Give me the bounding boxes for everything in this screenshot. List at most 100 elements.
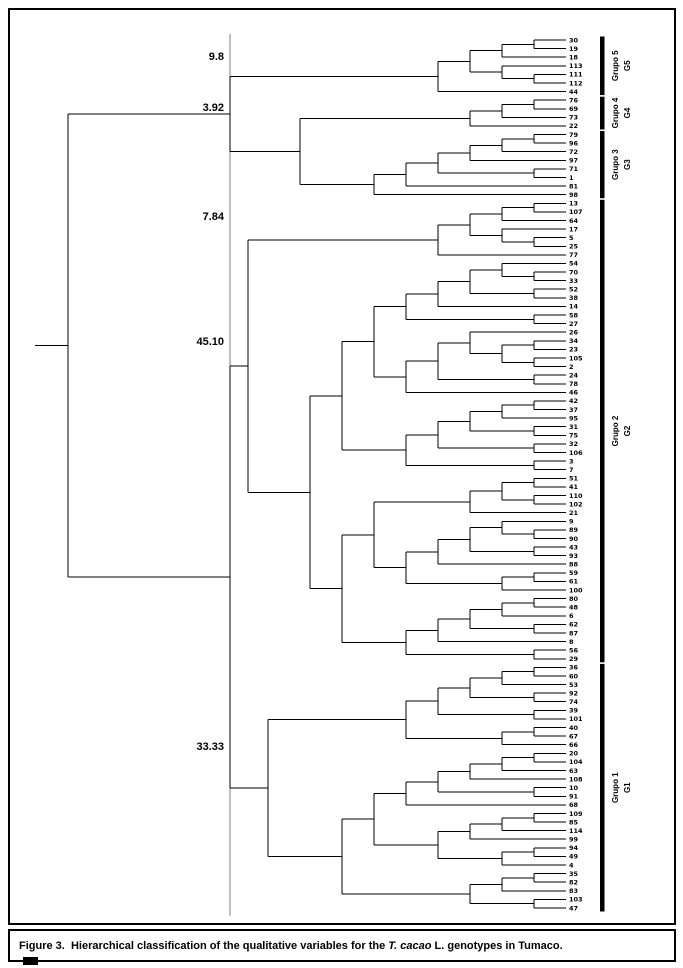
leaf-label: 103 (569, 896, 583, 904)
leaf-label: 104 (569, 758, 583, 766)
leaf-label: 13 (569, 200, 578, 208)
leaf-label: 59 (569, 569, 579, 577)
leaf-label: 110 (569, 492, 583, 500)
caption-species: T. cacao (388, 939, 432, 952)
group-code-label: G5 (623, 60, 632, 71)
leaf-label: 49 (569, 853, 579, 861)
leaf-label: 46 (569, 389, 579, 397)
leaf-label: 9 (569, 518, 574, 526)
leaf-label: 19 (569, 45, 579, 53)
caption-text-before: Hierarchical classification of the quali… (64, 939, 389, 952)
leaf-label: 42 (569, 397, 578, 405)
leaf-label: 92 (569, 689, 578, 697)
leaf-label: 30 (569, 36, 579, 44)
leaf-label: 76 (569, 97, 579, 105)
percent-label: 7.84 (203, 211, 225, 223)
leaf-label: 102 (569, 500, 583, 508)
leaf-label: 36 (569, 664, 579, 672)
leaf-label: 91 (569, 793, 579, 801)
figure-panel: 30 19 18 113 111 112 44 76 69 73 22 79 96 72 97 71 1 81 98… (8, 8, 676, 925)
leaf-label: 56 (569, 647, 579, 655)
group-bar (600, 131, 605, 199)
leaf-label: 78 (569, 380, 579, 388)
leaf-label: 77 (569, 251, 578, 259)
dendrogram-lines (35, 39, 566, 909)
leaf-label: 29 (569, 655, 579, 663)
leaf-label: 63 (569, 767, 578, 775)
leaf-label: 18 (569, 54, 579, 62)
leaf-label: 83 (569, 887, 578, 895)
leaf-label: 82 (569, 879, 578, 887)
leaf-label: 24 (569, 372, 579, 380)
leaf-label: 7 (569, 466, 574, 474)
group-code-label: G1 (623, 782, 632, 793)
leaf-label: 39 (569, 707, 579, 715)
leaf-label: 31 (569, 423, 579, 431)
group-name-label: Grupo 3 (611, 149, 620, 180)
leaf-label: 8 (569, 638, 574, 646)
leaf-label: 14 (569, 303, 579, 311)
scan-artifact (23, 957, 38, 965)
leaf-label: 94 (569, 844, 579, 852)
leaf-label: 112 (569, 79, 583, 87)
leaf-label: 47 (569, 904, 578, 912)
group-bar (600, 96, 605, 130)
group-bar (600, 36, 605, 96)
leaf-label: 97 (569, 157, 578, 165)
group-name-label: Grupo 2 (611, 415, 620, 446)
leaf-label: 10 (569, 784, 579, 792)
leaf-label: 66 (569, 741, 579, 749)
leaf-label: 114 (569, 827, 583, 835)
leaf-label: 87 (569, 629, 578, 637)
leaf-label: 2 (569, 363, 574, 371)
leaf-label: 60 (569, 672, 579, 680)
leaf-label: 85 (569, 818, 579, 826)
leaf-label: 32 (569, 440, 578, 448)
leaf-label: 99 (569, 836, 579, 844)
leaf-label: 106 (569, 449, 583, 457)
leaf-label: 93 (569, 552, 578, 560)
leaf-label: 4 (569, 861, 574, 869)
leaf-label: 62 (569, 621, 578, 629)
leaf-label: 23 (569, 346, 578, 354)
leaf-label: 22 (569, 122, 578, 130)
leaf-label: 68 (569, 801, 579, 809)
leaf-label: 52 (569, 286, 578, 294)
leaf-label: 69 (569, 105, 579, 113)
leaf-label: 67 (569, 732, 578, 740)
leaf-label: 17 (569, 225, 578, 233)
leaf-label: 75 (569, 432, 579, 440)
percent-label: 9.8 (209, 51, 224, 63)
leaf-label: 73 (569, 114, 578, 122)
leaf-label: 96 (569, 139, 579, 147)
group-code-label: G3 (623, 159, 632, 170)
percent-label: 45.10 (196, 336, 224, 348)
percent-label: 3.92 (203, 102, 224, 114)
leaf-label: 1 (569, 174, 574, 182)
leaf-label: 80 (569, 595, 579, 603)
leaf-label: 70 (569, 268, 579, 276)
leaf-label: 35 (569, 870, 579, 878)
leaf-label: 109 (569, 810, 583, 818)
leaf-label: 37 (569, 406, 578, 414)
leaf-label: 64 (569, 217, 579, 225)
leaf-label: 53 (569, 681, 578, 689)
group-name-label: Grupo 4 (611, 97, 620, 128)
leaf-label: 74 (569, 698, 579, 706)
leaf-label: 48 (569, 604, 579, 612)
caption-text-after: L. genotypes in Tumaco. (431, 939, 563, 952)
group-code-label: G4 (623, 107, 632, 118)
leaf-label: 71 (569, 165, 579, 173)
leaf-label: 98 (569, 191, 579, 199)
leaf-label: 58 (569, 311, 579, 319)
caption-figure-number: Figure 3. (19, 939, 65, 952)
leaf-label: 72 (569, 148, 578, 156)
leaf-label: 3 (569, 457, 574, 465)
leaf-label: 33 (569, 277, 578, 285)
dendrogram-svg: 3019181131111124476697322799672977118198… (35, 34, 632, 916)
group-name-label: Grupo 1 (611, 772, 620, 803)
leaf-label: 20 (569, 750, 579, 758)
leaf-label: 54 (569, 260, 579, 268)
leaf-label: 27 (569, 320, 578, 328)
leaf-label: 111 (569, 71, 583, 79)
